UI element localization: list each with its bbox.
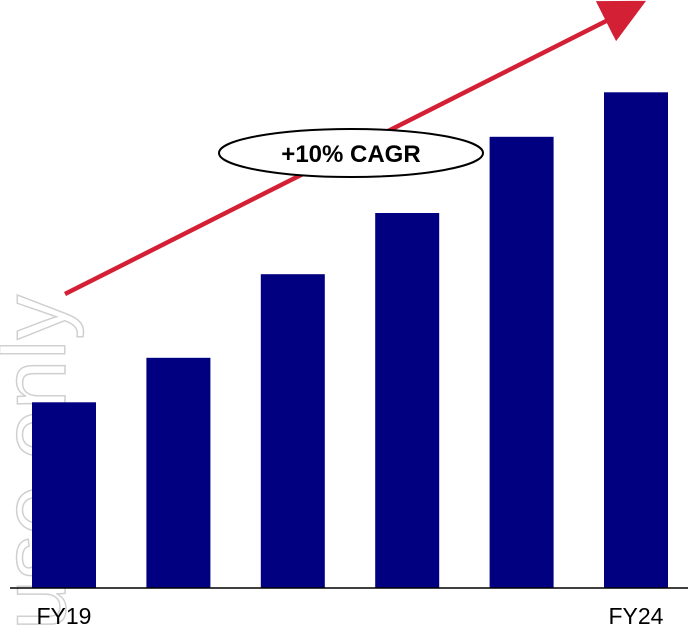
cagr-ellipse xyxy=(218,128,484,178)
x-tick-label-fy24: FY24 xyxy=(609,603,664,629)
bar-group xyxy=(32,92,668,589)
bar-fy23 xyxy=(489,136,554,589)
x-tick-labels: FY19 FY24 xyxy=(37,603,664,629)
cagr-label: +10% CAGR xyxy=(281,141,420,168)
bar-fy20 xyxy=(146,357,211,588)
x-tick-label-fy19: FY19 xyxy=(37,603,92,629)
bar-fy21 xyxy=(260,274,325,588)
bar-fy19 xyxy=(32,402,96,588)
bar-fy24 xyxy=(604,92,668,589)
bar-fy22 xyxy=(375,213,440,588)
